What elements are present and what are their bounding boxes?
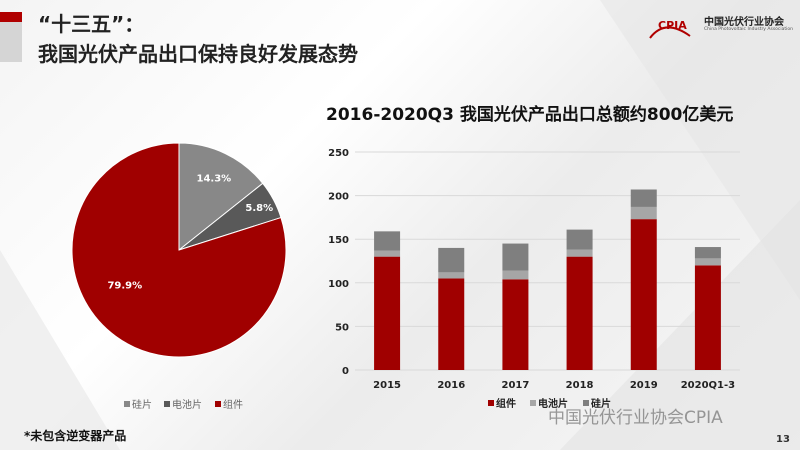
y-tick-label: 100 [328,279,349,290]
bar-电池片-2019 [630,206,657,220]
legend-swatch [530,400,536,406]
pie-legend-label: 组件 [223,398,243,411]
pie-legend-label: 硅片 [132,398,152,411]
pie-data-label: 79.9% [107,280,142,291]
bar-组件-2017 [502,279,529,370]
logo-mark: CPIA [658,19,687,32]
legend-swatch [164,401,170,407]
y-tick-label: 200 [328,192,349,203]
bar-硅片-2016 [438,247,465,273]
legend-swatch [488,400,494,406]
bar-电池片-2017 [502,270,529,280]
bar-组件-2015 [374,256,401,370]
y-tick-label: 50 [335,322,349,333]
title-accent-bar [0,12,22,22]
bar-硅片-2020Q1-3 [694,247,721,259]
page-title-line2: 我国光伏产品出口保持良好发展态势 [38,42,358,66]
legend-swatch [583,400,589,406]
footnote: *未包含逆变器产品 [24,429,127,443]
bar-chart: 0 50 100 150 200 250 2015 2016 2017 2018 2019 2020Q… [328,148,740,410]
page-number: 13 [776,434,790,445]
bar-组件-2019 [630,219,657,370]
watermark: 中国光伏行业协会CPIA [548,408,723,428]
bar-电池片-2020Q1-3 [694,258,721,266]
title-accent-gray [0,22,22,62]
bar-电池片-2015 [374,250,401,257]
bar-组件-2016 [438,278,465,370]
bar-legend-label: 电池片 [538,397,568,410]
bar-chart-title: 2016-2020Q3 我国光伏产品出口总额约800亿美元 [326,105,734,125]
x-tick-label: 2020Q1-3 [681,380,735,391]
pie-chart: 14.3% 5.8% 79.9% 硅片 电池片 组件 [71,142,287,411]
pie-data-label: 5.8% [245,203,273,214]
y-tick-label: 250 [328,148,349,159]
bar-legend-label: 硅片 [591,397,611,410]
bar-电池片-2016 [438,272,465,279]
bar-legend-label: 组件 [496,397,516,410]
logo-name-cn: 中国光伏行业协会 [704,17,784,28]
pie-slice-组件 [71,142,287,358]
x-tick-label: 2016 [437,380,465,391]
legend-swatch [124,401,130,407]
bar-电池片-2018 [566,249,593,257]
legend-swatch [215,401,221,407]
cpia-logo: CPIA [649,19,691,39]
page-title-line1: “十三五”： [38,12,145,36]
y-tick-label: 150 [328,235,349,246]
bar-硅片-2018 [566,229,593,250]
bar-硅片-2015 [374,231,401,251]
pie-slice-硅片 [178,142,264,252]
pie-data-label: 14.3% [197,174,232,185]
y-tick-label: 0 [342,366,349,377]
bar-组件-2020Q1-3 [694,265,721,370]
bar-硅片-2019 [630,189,657,207]
x-tick-label: 2019 [630,380,658,391]
bar-硅片-2017 [502,243,529,271]
x-tick-label: 2015 [373,380,401,391]
logo-name-en: China Photovoltaic Industry Association [704,27,794,32]
x-tick-label: 2018 [566,380,594,391]
bar-组件-2018 [566,256,593,370]
pie-legend-label: 电池片 [172,398,202,411]
x-tick-label: 2017 [501,380,529,391]
